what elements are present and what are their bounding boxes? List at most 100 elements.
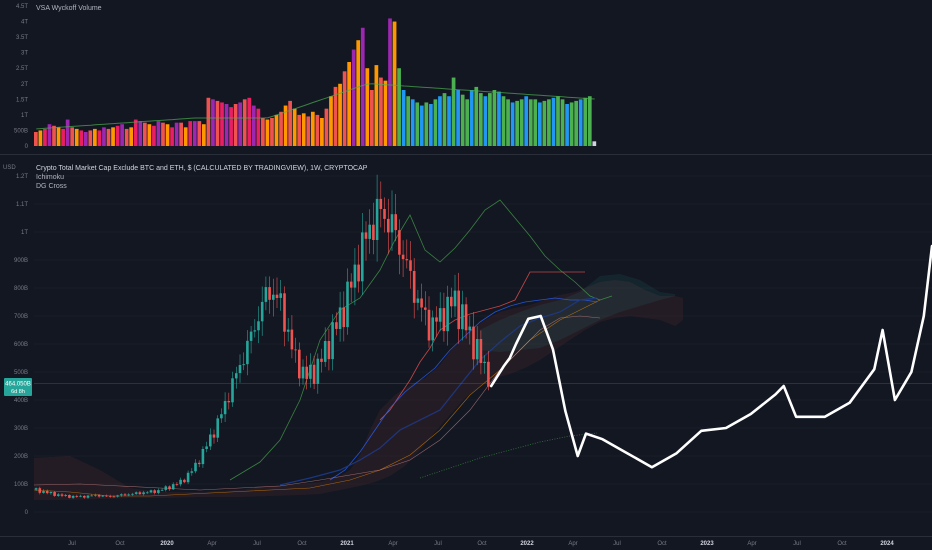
candle-body bbox=[183, 479, 186, 483]
candle-body bbox=[427, 309, 431, 341]
candle-body bbox=[34, 488, 38, 490]
volume-bar bbox=[183, 127, 188, 146]
candle-body bbox=[472, 326, 475, 360]
hand-drawn-projection-line[interactable] bbox=[489, 244, 932, 469]
time-axis-tick: Apr bbox=[207, 541, 216, 547]
candle-body bbox=[401, 254, 405, 260]
volume-bar bbox=[233, 104, 238, 146]
volume-bar bbox=[301, 113, 306, 146]
indicator-ichimoku-label[interactable]: Ichimoku bbox=[36, 174, 64, 181]
candle-body bbox=[157, 490, 160, 493]
candle-body bbox=[431, 317, 434, 341]
candle-body bbox=[412, 271, 416, 303]
volume-bar bbox=[215, 100, 220, 146]
candle-body bbox=[468, 326, 472, 331]
time-axis-tick: Apr bbox=[388, 541, 397, 547]
current-price-label[interactable]: 464.050B 6d 8h bbox=[4, 378, 32, 396]
candle-body bbox=[38, 488, 42, 493]
volume-bar bbox=[528, 99, 533, 146]
candle-body bbox=[290, 329, 294, 350]
time-axis-tick: Oct bbox=[837, 541, 847, 547]
price-y-tick: 1T bbox=[21, 230, 28, 236]
candle-body bbox=[331, 322, 334, 360]
time-axis-tick: 2020 bbox=[160, 541, 174, 547]
volume-bar bbox=[129, 127, 134, 146]
time-axis[interactable]: Jul Oct 2020 Apr Jul Oct 2021 Apr Jul Oct 2022 Apr J… bbox=[68, 541, 894, 547]
candle-body bbox=[112, 496, 116, 498]
volume-bar bbox=[524, 96, 529, 146]
candle-body bbox=[364, 232, 368, 239]
volume-bar bbox=[261, 118, 265, 146]
candle-body bbox=[398, 230, 401, 255]
time-axis-tick: Oct bbox=[477, 541, 487, 547]
volume-bar bbox=[347, 62, 351, 146]
candle-body bbox=[450, 296, 453, 307]
volume-bars[interactable] bbox=[34, 18, 597, 147]
volume-bar bbox=[229, 107, 233, 146]
candle-body bbox=[45, 491, 49, 494]
volume-bar bbox=[288, 100, 292, 146]
volume-bar bbox=[138, 121, 143, 146]
volume-bar bbox=[38, 130, 43, 146]
price-y-tick: 800B bbox=[14, 286, 28, 292]
volume-bar bbox=[465, 99, 470, 146]
price-candles[interactable] bbox=[34, 174, 490, 499]
candle-body bbox=[286, 329, 290, 332]
volume-bar bbox=[483, 96, 488, 146]
candle-body bbox=[372, 224, 375, 240]
volume-bar bbox=[415, 102, 420, 146]
time-axis-tick: Jul bbox=[434, 541, 442, 547]
time-axis-tick: Oct bbox=[297, 541, 307, 547]
volume-bar bbox=[356, 40, 361, 146]
price-y-tick: 200B bbox=[14, 454, 28, 460]
price-y-axis[interactable]: 1.2T 1.1T 1T 900B 800B 700B 600B 500B 400B 300B 20… bbox=[14, 174, 29, 516]
volume-y-axis[interactable]: 4.5T 4T 3.5T 3T 2.5T 2T 1.5T 1T 500B 0 bbox=[14, 4, 29, 150]
candle-body bbox=[160, 489, 164, 491]
volume-bar bbox=[433, 99, 438, 146]
volume-bar bbox=[34, 132, 38, 146]
candle-body bbox=[249, 331, 253, 341]
volume-bar bbox=[79, 130, 84, 146]
candle-body bbox=[416, 298, 420, 303]
volume-pane-title[interactable]: VSA Wyckoff Volume bbox=[36, 5, 102, 12]
volume-y-tick: 4.5T bbox=[16, 4, 28, 10]
volume-bar bbox=[65, 119, 70, 146]
candle-body bbox=[49, 492, 53, 494]
volume-bar bbox=[410, 99, 415, 146]
volume-bar bbox=[556, 96, 560, 146]
volume-bar bbox=[392, 21, 397, 147]
volume-bar bbox=[47, 124, 52, 146]
volume-bar bbox=[492, 90, 497, 146]
volume-bar bbox=[297, 114, 302, 146]
volume-bar bbox=[197, 121, 202, 146]
volume-bar bbox=[83, 132, 88, 146]
candle-body bbox=[487, 361, 490, 387]
candle-body bbox=[316, 358, 320, 384]
candle-body bbox=[149, 490, 153, 493]
candle-body bbox=[197, 462, 201, 465]
time-axis-tick: Jul bbox=[613, 541, 621, 547]
candle-body bbox=[394, 214, 397, 231]
indicator-dg-cross-label[interactable]: DG Cross bbox=[36, 183, 67, 190]
volume-bar bbox=[533, 99, 538, 146]
volume-bar bbox=[551, 97, 556, 146]
price-y-tick: 0 bbox=[25, 510, 29, 516]
time-axis-tick: Oct bbox=[657, 541, 667, 547]
volume-bar bbox=[333, 86, 338, 146]
volume-bar bbox=[329, 96, 333, 146]
volume-bar bbox=[537, 102, 542, 146]
volume-bar bbox=[324, 108, 329, 146]
candle-body bbox=[186, 472, 190, 483]
candle-body bbox=[179, 479, 182, 485]
price-pane-title[interactable]: Crypto Total Market Cap Exclude BTC and … bbox=[36, 165, 368, 172]
volume-bar bbox=[88, 130, 93, 146]
candle-body bbox=[42, 491, 45, 493]
volume-bar bbox=[429, 104, 433, 146]
volume-bar bbox=[578, 99, 583, 146]
volume-bar bbox=[574, 100, 579, 146]
candle-body bbox=[409, 260, 412, 271]
candle-body bbox=[275, 294, 279, 298]
volume-bar bbox=[238, 102, 243, 146]
volume-bar bbox=[97, 130, 102, 146]
candle-body bbox=[342, 307, 346, 328]
